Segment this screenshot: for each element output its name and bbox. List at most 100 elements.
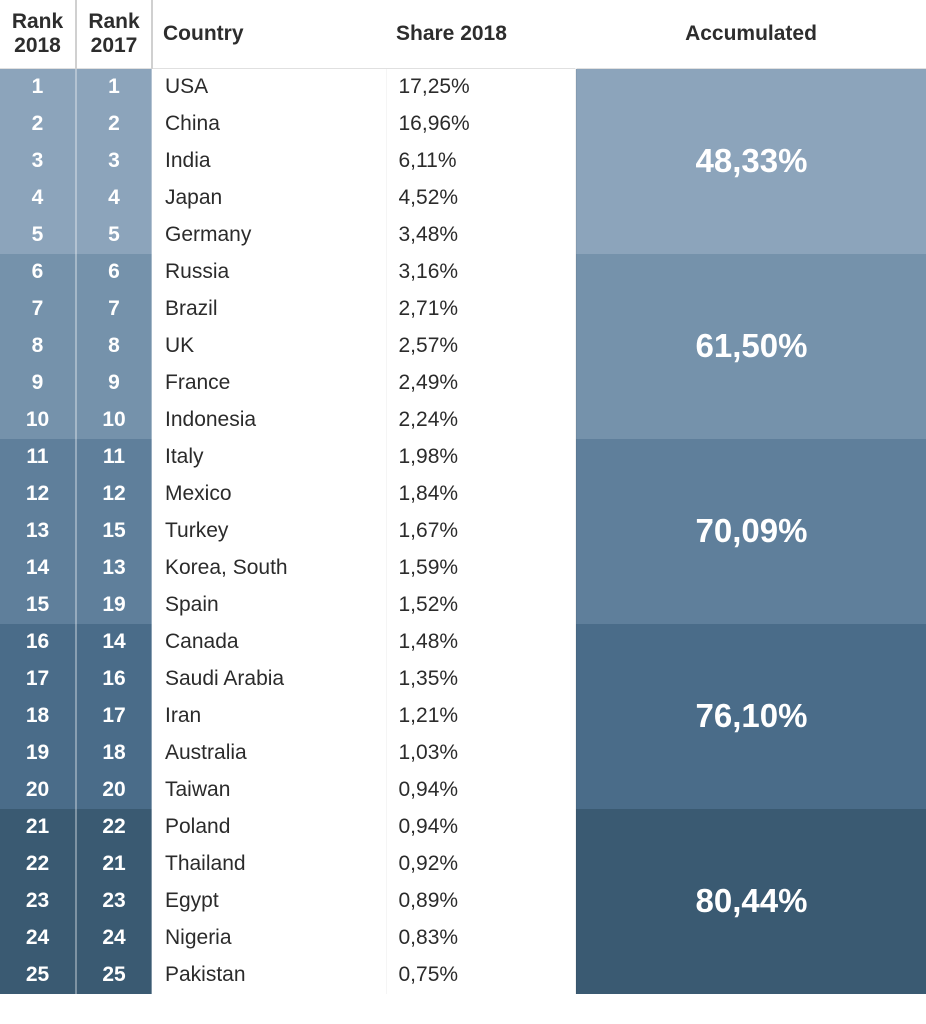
cell-country: China <box>152 106 386 143</box>
cell-rank-2018: 18 <box>0 698 76 735</box>
cell-rank-2018: 2 <box>0 106 76 143</box>
cell-share: 2,71% <box>386 291 576 328</box>
cell-share: 3,16% <box>386 254 576 291</box>
cell-rank-2017: 10 <box>76 402 152 439</box>
cell-share: 16,96% <box>386 106 576 143</box>
cell-rank-2017: 4 <box>76 180 152 217</box>
cell-rank-2017: 24 <box>76 920 152 957</box>
cell-rank-2018: 8 <box>0 328 76 365</box>
cell-rank-2017: 14 <box>76 624 152 661</box>
cell-share: 0,92% <box>386 846 576 883</box>
table-row: 2122Poland0,94%80,44% <box>0 809 926 846</box>
cell-share: 6,11% <box>386 143 576 180</box>
cell-country: Germany <box>152 217 386 254</box>
cell-rank-2018: 19 <box>0 735 76 772</box>
cell-rank-2018: 1 <box>0 69 76 106</box>
cell-rank-2018: 13 <box>0 513 76 550</box>
cell-country: Poland <box>152 809 386 846</box>
cell-rank-2018: 12 <box>0 476 76 513</box>
table-row: 1111Italy1,98%70,09% <box>0 439 926 476</box>
cell-share: 1,98% <box>386 439 576 476</box>
cell-rank-2017: 9 <box>76 365 152 402</box>
table-body: 11USA17,25%48,33%22China16,96%33India6,1… <box>0 69 926 994</box>
cell-country: Mexico <box>152 476 386 513</box>
cell-rank-2018: 7 <box>0 291 76 328</box>
col-accumulated: Accumulated <box>576 0 926 69</box>
cell-country: Taiwan <box>152 772 386 809</box>
cell-share: 1,67% <box>386 513 576 550</box>
cell-share: 0,89% <box>386 883 576 920</box>
cell-country: USA <box>152 69 386 106</box>
cell-country: Iran <box>152 698 386 735</box>
table-row: 66Russia3,16%61,50% <box>0 254 926 291</box>
cell-rank-2017: 3 <box>76 143 152 180</box>
cell-share: 2,57% <box>386 328 576 365</box>
cell-share: 1,59% <box>386 550 576 587</box>
cell-rank-2018: 23 <box>0 883 76 920</box>
cell-country: Brazil <box>152 291 386 328</box>
cell-share: 1,52% <box>386 587 576 624</box>
cell-country: Indonesia <box>152 402 386 439</box>
cell-rank-2018: 17 <box>0 661 76 698</box>
cell-share: 0,94% <box>386 772 576 809</box>
cell-share: 1,35% <box>386 661 576 698</box>
table-row: 11USA17,25%48,33% <box>0 69 926 106</box>
cell-rank-2018: 16 <box>0 624 76 661</box>
cell-accumulated: 70,09% <box>576 439 926 624</box>
cell-rank-2017: 1 <box>76 69 152 106</box>
cell-rank-2018: 22 <box>0 846 76 883</box>
cell-country: Egypt <box>152 883 386 920</box>
cell-rank-2017: 20 <box>76 772 152 809</box>
cell-rank-2017: 11 <box>76 439 152 476</box>
cell-share: 0,75% <box>386 957 576 994</box>
cell-rank-2017: 5 <box>76 217 152 254</box>
cell-rank-2018: 21 <box>0 809 76 846</box>
cell-country: Japan <box>152 180 386 217</box>
cell-rank-2017: 21 <box>76 846 152 883</box>
cell-share: 4,52% <box>386 180 576 217</box>
ranking-table: Rank 2018 Rank 2017 Country Share 2018 A… <box>0 0 926 994</box>
cell-country: Russia <box>152 254 386 291</box>
cell-rank-2017: 17 <box>76 698 152 735</box>
cell-rank-2018: 9 <box>0 365 76 402</box>
cell-rank-2017: 15 <box>76 513 152 550</box>
cell-country: India <box>152 143 386 180</box>
cell-share: 0,83% <box>386 920 576 957</box>
cell-share: 0,94% <box>386 809 576 846</box>
cell-country: Thailand <box>152 846 386 883</box>
cell-rank-2018: 14 <box>0 550 76 587</box>
cell-country: Italy <box>152 439 386 476</box>
cell-rank-2017: 23 <box>76 883 152 920</box>
cell-accumulated: 61,50% <box>576 254 926 439</box>
cell-country: Australia <box>152 735 386 772</box>
cell-accumulated: 80,44% <box>576 809 926 994</box>
cell-rank-2018: 10 <box>0 402 76 439</box>
cell-rank-2017: 12 <box>76 476 152 513</box>
cell-accumulated: 48,33% <box>576 69 926 254</box>
cell-share: 1,03% <box>386 735 576 772</box>
cell-country: Turkey <box>152 513 386 550</box>
cell-rank-2017: 25 <box>76 957 152 994</box>
cell-rank-2017: 13 <box>76 550 152 587</box>
cell-rank-2017: 19 <box>76 587 152 624</box>
cell-country: Korea, South <box>152 550 386 587</box>
cell-rank-2017: 6 <box>76 254 152 291</box>
cell-country: Pakistan <box>152 957 386 994</box>
cell-share: 1,21% <box>386 698 576 735</box>
cell-share: 2,24% <box>386 402 576 439</box>
table-header: Rank 2018 Rank 2017 Country Share 2018 A… <box>0 0 926 69</box>
cell-country: UK <box>152 328 386 365</box>
cell-share: 1,84% <box>386 476 576 513</box>
cell-rank-2018: 11 <box>0 439 76 476</box>
cell-rank-2018: 25 <box>0 957 76 994</box>
cell-share: 17,25% <box>386 69 576 106</box>
cell-rank-2017: 16 <box>76 661 152 698</box>
cell-rank-2018: 24 <box>0 920 76 957</box>
col-rank-2017: Rank 2017 <box>76 0 152 69</box>
table-row: 1614Canada1,48%76,10% <box>0 624 926 661</box>
cell-country: Spain <box>152 587 386 624</box>
cell-rank-2018: 4 <box>0 180 76 217</box>
col-country: Country <box>152 0 386 69</box>
cell-rank-2017: 7 <box>76 291 152 328</box>
cell-share: 2,49% <box>386 365 576 402</box>
